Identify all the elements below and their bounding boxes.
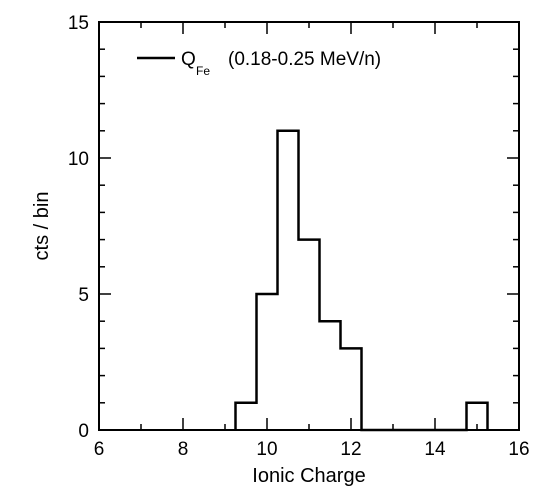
x-tick-label: 10 xyxy=(256,439,277,460)
legend: Q Fe (0.18-0.25 MeV/n) xyxy=(137,49,381,78)
x-tick-label: 6 xyxy=(94,439,105,460)
axis-ticks xyxy=(98,21,520,431)
x-tick-label: 16 xyxy=(508,439,529,460)
y-tick-labels: 0 5 10 15 xyxy=(68,13,89,442)
plot-frame xyxy=(98,21,520,431)
legend-label-subscript: Fe xyxy=(196,64,210,78)
histogram-step-line xyxy=(234,129,489,432)
y-tick-label: 10 xyxy=(68,149,89,170)
legend-label-main: Q xyxy=(181,49,196,70)
x-tick-label: 14 xyxy=(424,439,446,460)
x-tick-labels: 6 8 10 12 14 16 xyxy=(94,439,530,460)
x-axis-label: Ionic Charge xyxy=(252,465,365,487)
y-axis-label: cts / bin xyxy=(31,192,53,261)
y-tick-label: 5 xyxy=(78,285,89,306)
x-tick-label: 12 xyxy=(340,439,361,460)
y-tick-label: 15 xyxy=(68,13,89,34)
y-tick-label: 0 xyxy=(78,421,89,442)
legend-label-range: (0.18-0.25 MeV/n) xyxy=(228,49,381,70)
x-tick-label: 8 xyxy=(178,439,189,460)
